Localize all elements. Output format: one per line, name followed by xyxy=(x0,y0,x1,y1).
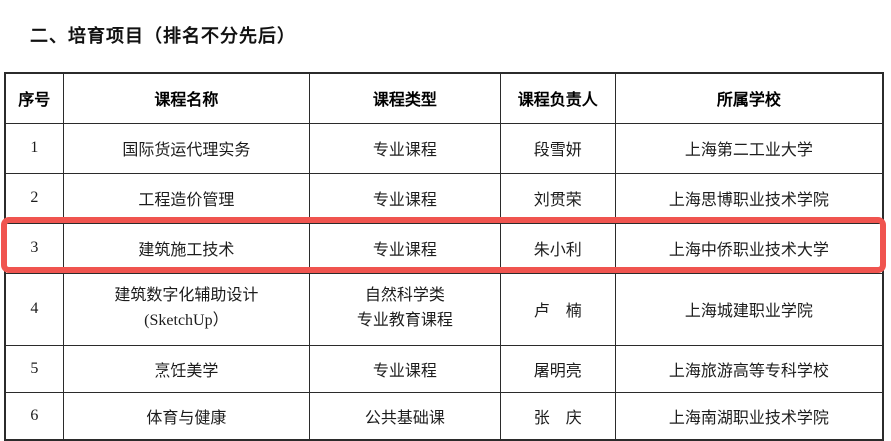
cell-leader: 卢 楠 xyxy=(499,272,616,346)
cell-course-name: 国际货运代理实务 xyxy=(62,122,311,174)
cell-school: 上海思博职业技术学院 xyxy=(614,172,884,224)
cell-course-name: 烹饪美学 xyxy=(62,344,311,393)
cell-school: 上海南湖职业技术学院 xyxy=(614,391,884,441)
cell-school: 上海城建职业学院 xyxy=(614,272,884,346)
cell-course-type: 专业课程 xyxy=(309,172,501,224)
header-cell-no: 序号 xyxy=(4,72,64,124)
cell-course-name: 建筑数字化辅助设计 (SketchUp） xyxy=(62,272,311,346)
cell-course-name: 建筑施工技术 xyxy=(62,222,311,274)
table-row: 2 工程造价管理 专业课程 刘贯荣 上海思博职业技术学院 xyxy=(4,172,884,224)
cell-no: 3 xyxy=(4,222,64,274)
cell-course-type: 专业课程 xyxy=(309,344,501,393)
header-cell-course-name: 课程名称 xyxy=(62,72,311,124)
cell-course-type: 专业课程 xyxy=(309,222,501,274)
table-row: 5 烹饪美学 专业课程 屠明亮 上海旅游高等专科学校 xyxy=(4,344,884,393)
table-row: 4 建筑数字化辅助设计 (SketchUp） 自然科学类 专业教育课程 卢 楠 … xyxy=(4,272,884,346)
header-cell-course-type: 课程类型 xyxy=(309,72,501,124)
cell-school: 上海第二工业大学 xyxy=(614,122,884,174)
cell-no: 4 xyxy=(4,272,64,346)
cell-no: 6 xyxy=(4,391,64,441)
cell-course-name: 工程造价管理 xyxy=(62,172,311,224)
header-cell-leader: 课程负责人 xyxy=(499,72,616,124)
cell-school: 上海旅游高等专科学校 xyxy=(614,344,884,393)
cell-course-type: 专业课程 xyxy=(309,122,501,174)
cell-no: 1 xyxy=(4,122,64,174)
page-title: 二、培育项目（排名不分先后） xyxy=(30,26,296,46)
cell-school: 上海中侨职业技术大学 xyxy=(614,222,884,274)
cell-no: 5 xyxy=(4,344,64,393)
cell-leader: 张 庆 xyxy=(499,391,616,441)
cell-leader: 段雪妍 xyxy=(499,122,616,174)
table-row: 1 国际货运代理实务 专业课程 段雪妍 上海第二工业大学 xyxy=(4,122,884,174)
cell-leader: 刘贯荣 xyxy=(499,172,616,224)
header-cell-school: 所属学校 xyxy=(614,72,884,124)
cell-leader: 屠明亮 xyxy=(499,344,616,393)
table-row: 6 体育与健康 公共基础课 张 庆 上海南湖职业技术学院 xyxy=(4,391,884,441)
cell-course-name: 体育与健康 xyxy=(62,391,311,441)
cell-course-type: 公共基础课 xyxy=(309,391,501,441)
cell-course-type: 自然科学类 专业教育课程 xyxy=(309,272,501,346)
table-row-highlighted: 3 建筑施工技术 专业课程 朱小利 上海中侨职业技术大学 xyxy=(4,222,884,274)
cell-no: 2 xyxy=(4,172,64,224)
cell-leader: 朱小利 xyxy=(499,222,616,274)
table-header-row: 序号 课程名称 课程类型 课程负责人 所属学校 xyxy=(4,72,884,124)
courses-table: 序号 课程名称 课程类型 课程负责人 所属学校 1 国际货运代理实务 专业课程 … xyxy=(4,72,884,441)
